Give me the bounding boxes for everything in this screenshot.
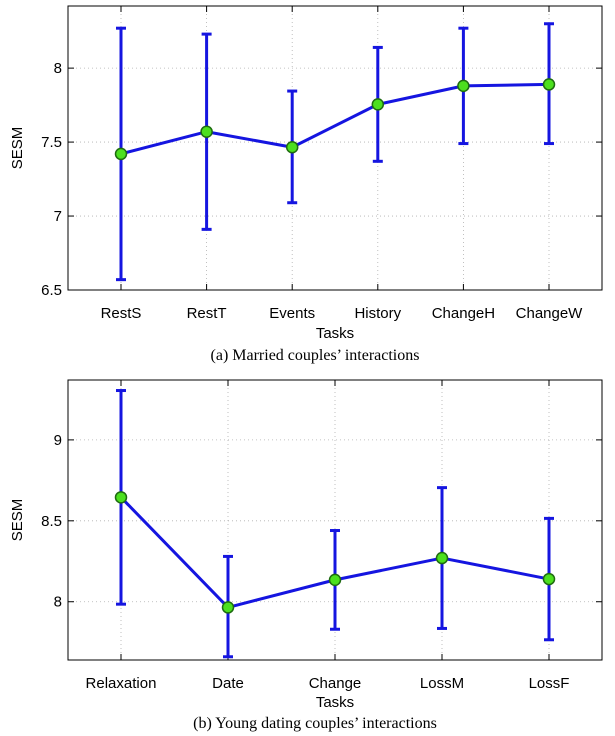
data-point — [542, 78, 556, 91]
x-axis-label: Tasks — [316, 694, 354, 711]
data-point — [200, 125, 213, 138]
figure-caption: (a) Married couples’ interactions — [211, 347, 420, 364]
figure-caption: (b) Young dating couples’ interactions — [193, 715, 437, 732]
data-point — [221, 601, 235, 614]
data-point — [542, 572, 556, 586]
data-point — [457, 79, 470, 93]
series-line — [120, 82, 550, 156]
y-tick-label: 8 — [54, 60, 62, 77]
y-tick-label: 9 — [54, 432, 62, 449]
chart-a: 6.5 7 7.5 8 RestS RestT Events History ChangeH Ch… — [9, 5, 603, 364]
x-tick-label: Date — [212, 675, 244, 692]
chart-b: 8 8.5 9 Relaxation Date Change LossM LossF Tasks… — [9, 379, 603, 732]
x-tick-label: RestS — [101, 305, 142, 322]
plot-frame — [67, 5, 603, 291]
x-tick-label: Events — [269, 305, 315, 322]
x-tick-label: LossF — [529, 675, 570, 692]
x-tick-label: ChangeH — [432, 305, 495, 322]
x-tick-label: LossM — [420, 675, 464, 692]
x-tick-label: Relaxation — [86, 675, 157, 692]
x-tick-label: RestT — [187, 305, 227, 322]
x-tick-label: History — [354, 305, 401, 322]
y-tick-label: 7 — [54, 208, 62, 225]
y-axis-label: SESM — [9, 499, 26, 542]
data-point — [328, 573, 342, 587]
x-tick-label: Change — [309, 675, 362, 692]
y-tick-label: 7.5 — [41, 134, 62, 151]
y-axis-label: SESM — [9, 127, 26, 170]
x-tick-label: ChangeW — [516, 305, 584, 322]
data-point — [371, 98, 385, 111]
y-tick-label: 6.5 — [41, 282, 62, 299]
data-point — [285, 141, 299, 154]
data-point — [114, 147, 128, 161]
y-tick-label: 8.5 — [41, 513, 62, 530]
x-axis-label: Tasks — [316, 325, 354, 342]
y-tick-label: 8 — [54, 594, 62, 611]
data-point — [114, 491, 128, 504]
data-point — [435, 551, 449, 565]
